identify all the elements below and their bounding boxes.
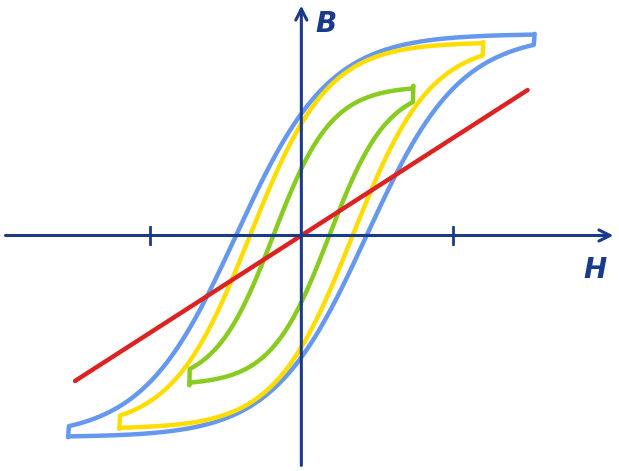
Text: B: B xyxy=(315,10,337,38)
Text: H: H xyxy=(584,256,607,284)
